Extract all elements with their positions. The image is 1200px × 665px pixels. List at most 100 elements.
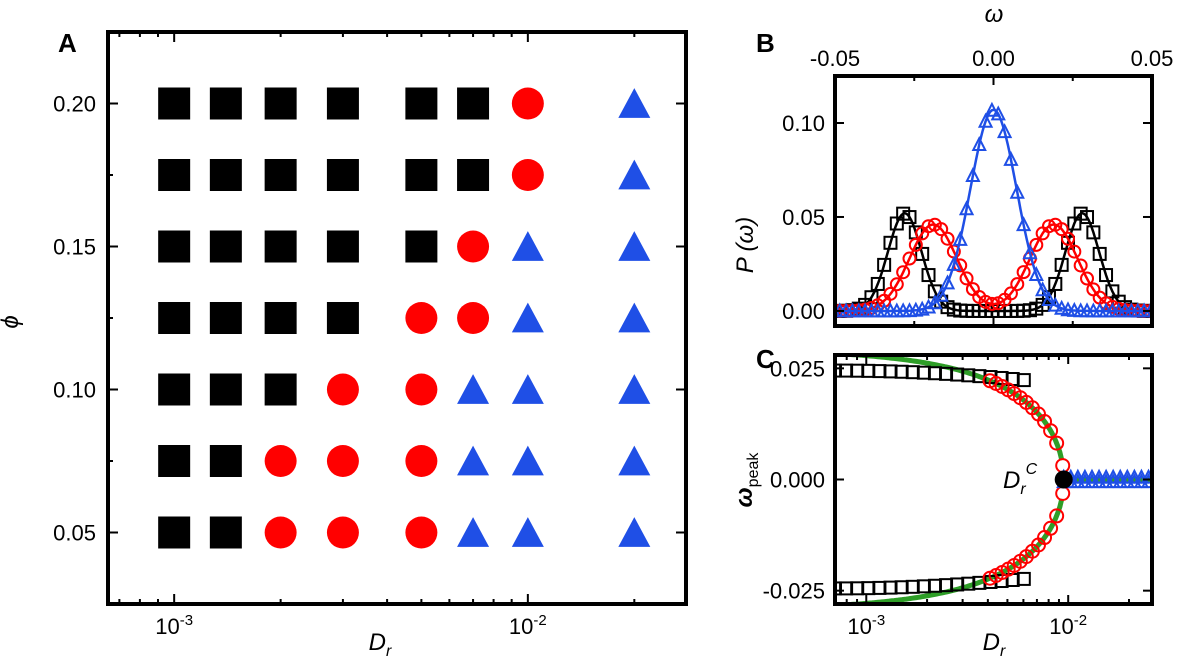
phase-marker-triangle [618, 445, 651, 476]
series-point-square [1054, 257, 1069, 272]
x-tick-label: -0.05 [810, 46, 860, 71]
phase-marker-square [264, 87, 297, 120]
phase-marker-square [264, 373, 297, 406]
series-point-triangle [1003, 150, 1019, 166]
peak-point-circle [1043, 520, 1059, 536]
phase-marker-square [405, 230, 438, 263]
phase-marker-square [209, 445, 242, 477]
x-tick-label: 0.00 [972, 46, 1015, 71]
phase-marker-circle [405, 373, 438, 406]
phase-marker-square [209, 373, 242, 406]
panel-a: A 10-3 10-2 0.05 0.10 0.15 0.20 Dr ϕ [0, 28, 688, 660]
phase-marker-circle [264, 516, 297, 549]
phase-marker-triangle [457, 445, 490, 476]
panel-c-ticks: 10-3 10-2 0.025 0.000 -0.025 [763, 355, 1152, 639]
y-tick-label: 0.000 [770, 468, 825, 493]
panel-b-letter: B [756, 28, 775, 58]
series-point-circle [1067, 244, 1082, 259]
series-point-triangle [920, 298, 937, 314]
phase-marker-square [457, 87, 490, 120]
panel-c: C 10-3 10-2 0.025 0.000 -0.025 Dr ωpeak DrC [731, 344, 1154, 660]
panel-c-x-axis-label: Dr [983, 629, 1006, 660]
series-point-triangle [952, 230, 968, 246]
y-tick-label: 0.00 [782, 299, 825, 324]
phase-marker-circle [326, 445, 359, 477]
series-point-triangle [946, 255, 962, 271]
phase-marker-square [158, 373, 191, 406]
phase-marker-triangle [618, 374, 651, 404]
phase-marker-square [264, 159, 297, 191]
y-tick-label: 0.10 [782, 111, 825, 136]
phase-marker-square [326, 87, 359, 120]
phase-marker-square [158, 87, 191, 120]
phase-marker-triangle [511, 231, 544, 261]
phase-marker-square [264, 302, 297, 334]
series-point-square [1080, 210, 1095, 225]
series-point-triangle [933, 286, 949, 302]
peak-point-circle [1049, 508, 1065, 524]
phase-marker-square [158, 516, 191, 549]
phase-marker-square [158, 302, 191, 334]
panel-a-letter: A [58, 28, 77, 58]
phase-marker-square [209, 302, 242, 334]
phase-marker-circle [511, 87, 544, 120]
panel-a-x-axis-label: Dr [369, 629, 392, 660]
series-point-square [1048, 276, 1063, 291]
series-point-circle [902, 251, 917, 266]
phase-marker-square [326, 159, 359, 191]
panel-c-series [835, 355, 1152, 604]
phase-marker-square [158, 230, 191, 263]
series-point-circle [889, 277, 904, 292]
peak-point-circle [1043, 423, 1059, 439]
panel-b-series [835, 101, 1152, 318]
panel-b-frame [833, 74, 1154, 328]
series-point-triangle [1015, 216, 1032, 232]
series-point-circle [1003, 286, 1018, 301]
series-point-square [1092, 246, 1107, 261]
x-tick-label: 10-2 [509, 612, 547, 639]
peak-point-square [1016, 373, 1031, 388]
peak-point-circle [1049, 435, 1065, 451]
phase-marker-square [405, 159, 438, 191]
panel-b-clip [835, 101, 1152, 318]
phase-marker-square [158, 159, 191, 191]
x-tick-label: 10-3 [847, 612, 885, 639]
peak-point-circle [1055, 485, 1071, 501]
panel-c-clip [835, 355, 1152, 604]
series-point-square [915, 246, 930, 261]
phase-marker-square [209, 87, 242, 120]
x-tick-label: 10-2 [1049, 612, 1087, 639]
series-point-triangle [1022, 244, 1038, 260]
series-point-square [1086, 225, 1101, 240]
series-point-circle [959, 271, 974, 286]
panel-b: B ω P (ω) -0.05 0.00 0.05 0.00 0.05 0.10 [732, 1, 1173, 328]
series-point-circle [1016, 265, 1031, 280]
critical-point-label: DrC [1003, 461, 1038, 498]
peak-point-circle [1055, 458, 1071, 474]
series-point-square [921, 268, 936, 283]
critical-point-marker [1054, 470, 1073, 489]
series-point-square [1099, 268, 1114, 283]
panel-b-y-axis-label: P (ω) [732, 217, 759, 273]
series-point-circle [921, 219, 936, 234]
phase-marker-circle [405, 302, 438, 334]
series-point-triangle [1047, 296, 1063, 312]
series-point-triangle [990, 105, 1006, 121]
series-point-triangle [971, 136, 987, 152]
phase-marker-square [405, 87, 438, 120]
y-tick-label: 0.05 [782, 205, 825, 230]
phase-marker-circle [326, 373, 359, 406]
phase-marker-triangle [511, 517, 544, 547]
series-point-circle [908, 237, 923, 252]
phase-marker-circle [405, 445, 438, 477]
y-tick-label: -0.025 [763, 579, 825, 604]
phase-marker-triangle [618, 88, 651, 118]
phase-marker-circle [511, 159, 544, 191]
series-point-circle [896, 265, 911, 280]
series-point-circle [1010, 277, 1025, 292]
phase-marker-triangle [457, 374, 490, 404]
y-tick-label: 0.10 [53, 378, 96, 403]
series-point-triangle [984, 101, 1000, 117]
panel-b-ticks: -0.05 0.00 0.05 0.00 0.05 0.10 [782, 46, 1173, 326]
